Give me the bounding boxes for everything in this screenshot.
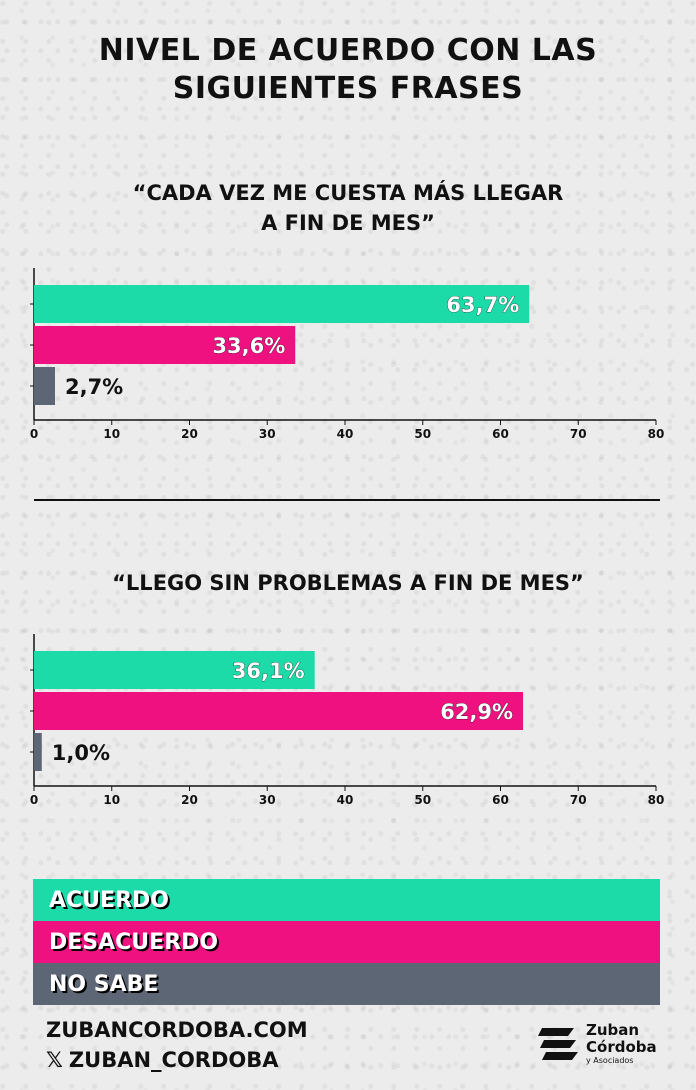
x-handle-link[interactable]: 𝕏 ZUBAN_CORDOBA [46,1045,308,1075]
x-tick-label: 0 [30,427,38,441]
bar-no-sabe [34,367,55,405]
x-handle: ZUBAN_CORDOBA [68,1048,279,1072]
x-tick-label: 70 [570,427,587,441]
footer-links: ZUBANCORDOBA.COM 𝕏 ZUBAN_CORDOBA [46,1015,308,1075]
website-link[interactable]: ZUBANCORDOBA.COM [46,1018,308,1042]
bar-no-sabe [34,733,42,771]
x-tick-label: 20 [181,793,198,807]
x-tick-label: 10 [103,793,120,807]
chart-1: 0 10 20 30 40 50 60 70 80 63,7% 33,6% 2,7% [30,268,665,441]
x-tick-label: 40 [337,427,354,441]
x-tick-label: 30 [259,793,276,807]
chart-2: 0 10 20 30 40 50 60 70 80 36,1% 62,9% 1,0% [30,634,665,807]
section-divider [34,499,660,501]
legend: ACUERDO DESACUERDO NO SABE [33,879,660,1005]
logo-name-2: Córdoba [586,1038,657,1056]
chart-1-title-line-2: A FIN DE MES” [261,211,435,235]
logo-name-1: Zuban [586,1021,640,1039]
chart-1-title-line-1: “CADA VEZ ME CUESTA MÁS LLEGAR [132,181,564,205]
x-tick-label: 0 [30,793,38,807]
chart-1-title: “CADA VEZ ME CUESTA MÁS LLEGAR A FIN DE … [0,178,696,238]
data-label: 62,9% [440,700,513,724]
x-tick-label: 80 [648,793,665,807]
title-line-2: SIGUIENTES FRASES [172,71,524,106]
bar-acuerdo [34,285,530,323]
bar-desacuerdo [34,326,296,364]
logo-text: Zuban Córdoba y Asociados [586,1022,657,1066]
x-tick-label: 80 [648,427,665,441]
legend-item-desacuerdo: DESACUERDO [33,921,660,963]
legend-item-no-sabe: NO SABE [33,963,660,1005]
page-title: NIVEL DE ACUERDO CON LAS SIGUIENTES FRAS… [0,32,696,108]
data-label: 36,1% [232,659,305,683]
data-label: 1,0% [52,741,110,765]
logo-sub: y Asociados [586,1056,634,1065]
x-tick-label: 30 [259,427,276,441]
x-tick-label: 50 [414,427,431,441]
title-line-1: NIVEL DE ACUERDO CON LAS [98,33,598,68]
x-tick-label: 50 [414,793,431,807]
legend-item-acuerdo: ACUERDO [33,879,660,921]
bar-desacuerdo [34,692,524,730]
x-tick-label: 60 [492,427,509,441]
stripes-logo-icon [538,1028,578,1060]
data-label: 33,6% [212,334,285,358]
brand-logo: Zuban Córdoba y Asociados [538,1022,657,1066]
x-tick-label: 10 [103,427,120,441]
x-logo-icon: 𝕏 [46,1048,63,1072]
chart-2-title: “LLEGO SIN PROBLEMAS A FIN DE MES” [112,571,584,595]
x-tick-label: 20 [181,427,198,441]
x-tick-label: 70 [570,793,587,807]
x-tick-label: 40 [337,793,354,807]
data-label: 2,7% [65,375,123,399]
bar-acuerdo [34,651,315,689]
x-tick-label: 60 [492,793,509,807]
data-label: 63,7% [446,293,519,317]
